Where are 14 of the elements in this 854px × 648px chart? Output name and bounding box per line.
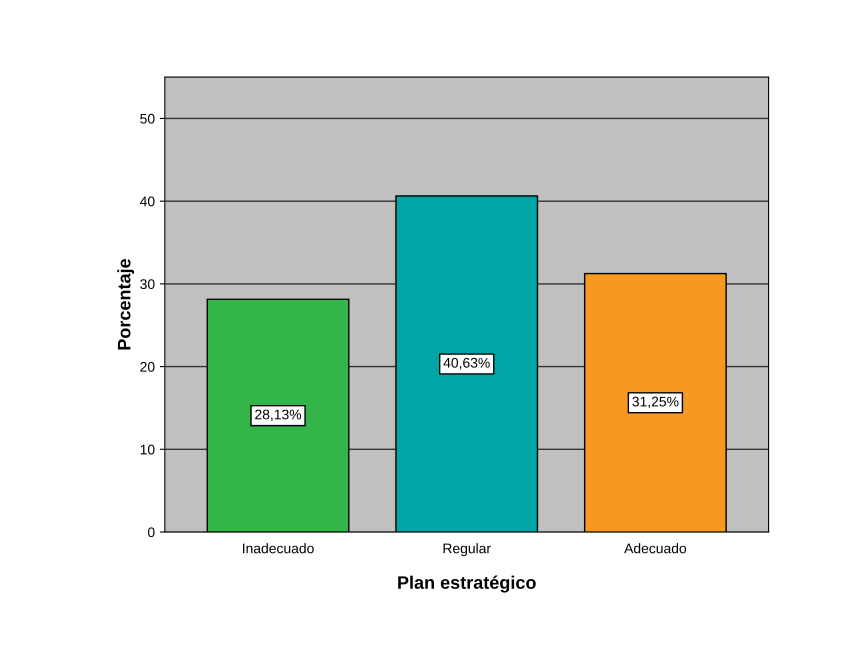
x-tick-label: Regular [444,543,491,556]
data-label: 40,63% [443,358,490,370]
y-tick-label: 40 [140,196,155,206]
y-tick-label: 10 [140,444,155,454]
y-tick-label: 20 [140,362,155,372]
x-tick-label: Adecuado [624,543,686,554]
x-axis-title: Plan estratégico [398,576,536,593]
y-tick-label: 30 [140,279,155,290]
data-label: 28,13% [255,410,302,422]
x-tick-label: Inadecuado [243,543,314,554]
y-tick-label: 50 [140,114,155,124]
y-tick-label: 0 [148,527,155,538]
data-label: 31,25% [632,396,678,408]
y-axis-title: Porcentaje [117,259,134,350]
